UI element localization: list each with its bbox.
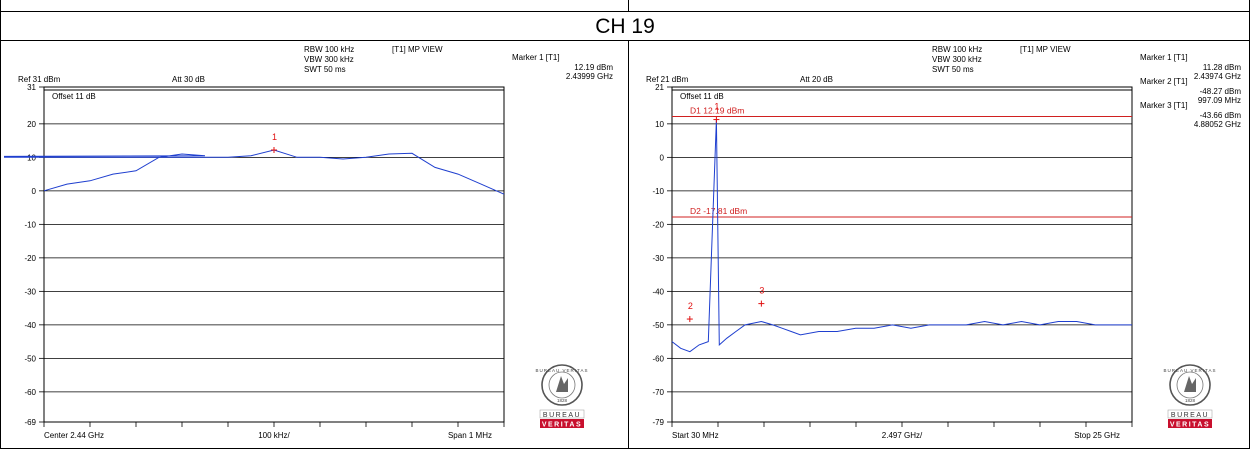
marker-label: 3 [759, 286, 764, 296]
logo-band-top: BUREAU [1171, 412, 1209, 419]
marker-label: 2 [688, 301, 693, 311]
x-division-label: 2.497 GHz/ [882, 431, 923, 440]
spectrum-trace [4, 149, 505, 195]
plot-area [671, 86, 1133, 423]
marker-info-level: 11.28 dBm [1203, 63, 1241, 72]
marker-info-freq: 2.43974 GHz [1194, 72, 1241, 81]
vbw-label: VBW 300 kHz [304, 55, 354, 64]
trace-mode-label: [T1] MP VIEW [1020, 45, 1071, 54]
rbw-label: RBW 100 kHz [932, 45, 982, 54]
logo-seal-inner [1176, 371, 1204, 399]
logo-seal-figure [1184, 376, 1196, 392]
swt-label: SWT 50 ms [304, 65, 346, 74]
x-end-label: Stop 25 GHz [1074, 431, 1120, 440]
marker-info-level: 12.19 dBm [574, 63, 613, 72]
marker-info-title: Marker 2 [T1] [1140, 77, 1188, 86]
logo-band-bottom-box [1168, 419, 1212, 428]
rbw-label: RBW 100 kHz [304, 45, 354, 54]
logo-seal-year: 1828 [1185, 398, 1196, 403]
y-tick-label: -30 [24, 287, 36, 296]
marker-info-level: -43.66 dBm [1200, 111, 1242, 120]
y-tick-label: 0 [660, 153, 665, 162]
y-tick-label: -60 [24, 388, 36, 397]
vbw-label: VBW 300 kHz [932, 55, 982, 64]
logo-band-bottom: VERITAS [1170, 422, 1210, 429]
marker-info-freq: 4.88052 GHz [1194, 120, 1241, 129]
y-tick-label: -40 [24, 321, 36, 330]
y-tick-label: -20 [652, 220, 664, 229]
logo-seal-figure [556, 376, 568, 392]
marker-info-level: -48.27 dBm [1200, 87, 1242, 96]
y-tick-label: 0 [32, 187, 37, 196]
attenuation-label: Att 20 dB [800, 75, 833, 84]
y-tick-label: -50 [652, 321, 664, 330]
swt-label: SWT 50 ms [932, 65, 974, 74]
logo-band-top-box [1167, 409, 1213, 419]
marker-label: 1 [272, 132, 277, 142]
y-tick-label: 31 [27, 83, 36, 92]
offset-label: Offset 11 dB [680, 92, 724, 101]
trace-mode-label: [T1] MP VIEW [392, 45, 443, 54]
channel-row [0, 11, 1250, 41]
ref-level-label: Ref 21 dBm [646, 75, 689, 84]
x-end-label: Span 1 MHz [448, 431, 492, 440]
y-tick-label: -40 [652, 287, 664, 296]
marker-info-freq: 2.43999 GHz [566, 72, 613, 81]
ref-level-label: Ref 31 dBm [18, 75, 61, 84]
logo-band-bottom: VERITAS [542, 422, 582, 429]
logo-band-top: BUREAU [543, 412, 581, 419]
x-division-label: 100 kHz/ [258, 431, 290, 440]
x-start-label: Start 30 MHz [672, 431, 719, 440]
marker-info-title: Marker 3 [T1] [1140, 101, 1188, 110]
logo-seal-text: BUREAU VERITAS [1164, 368, 1217, 373]
y-tick-label: 20 [27, 120, 36, 129]
display-line-label: D2 -17.81 dBm [690, 206, 747, 216]
bureau-veritas-logo: BUREAU VERITAS 1828 BUREAU VERITAS [1164, 364, 1217, 429]
marker-info-title: Marker 1 [T1] [1140, 53, 1188, 62]
bureau-veritas-logo: BUREAU VERITAS 1828 BUREAU VERITAS [536, 364, 589, 429]
display-line-label: D1 12.19 dBm [690, 106, 744, 116]
marker-info-title: Marker 1 [T1] [512, 53, 560, 62]
plot-area [43, 86, 505, 423]
marker-info-freq: 997.09 MHz [1198, 96, 1241, 105]
y-tick-label: -79 [652, 418, 664, 427]
y-tick-label: -60 [652, 354, 664, 363]
logo-band-top-box [539, 409, 585, 419]
attenuation-label: Att 30 dB [172, 75, 205, 84]
y-tick-label: -69 [24, 418, 36, 427]
logo-seal-year: 1828 [557, 398, 568, 403]
y-tick-label: -10 [652, 187, 664, 196]
channel-title: CH 19 [595, 15, 655, 38]
y-tick-label: -70 [652, 388, 664, 397]
logo-seal-text: BUREAU VERITAS [536, 368, 589, 373]
x-start-label: Center 2.44 GHz [44, 431, 104, 440]
marker-label: 1 [714, 102, 719, 112]
y-tick-label: -10 [24, 220, 36, 229]
logo-band-bottom-box [540, 419, 584, 428]
y-tick-label: -50 [24, 354, 36, 363]
spectrum-trace [671, 119, 1132, 353]
y-tick-label: 10 [655, 120, 664, 129]
offset-label: Offset 11 dB [52, 92, 96, 101]
y-tick-label: -20 [24, 254, 36, 263]
y-tick-label: -30 [652, 254, 664, 263]
logo-seal-inner [548, 371, 576, 399]
y-tick-label: 21 [655, 83, 664, 92]
y-tick-label: 10 [27, 153, 36, 162]
